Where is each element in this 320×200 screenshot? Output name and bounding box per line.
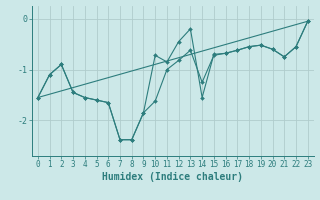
X-axis label: Humidex (Indice chaleur): Humidex (Indice chaleur) — [102, 172, 243, 182]
